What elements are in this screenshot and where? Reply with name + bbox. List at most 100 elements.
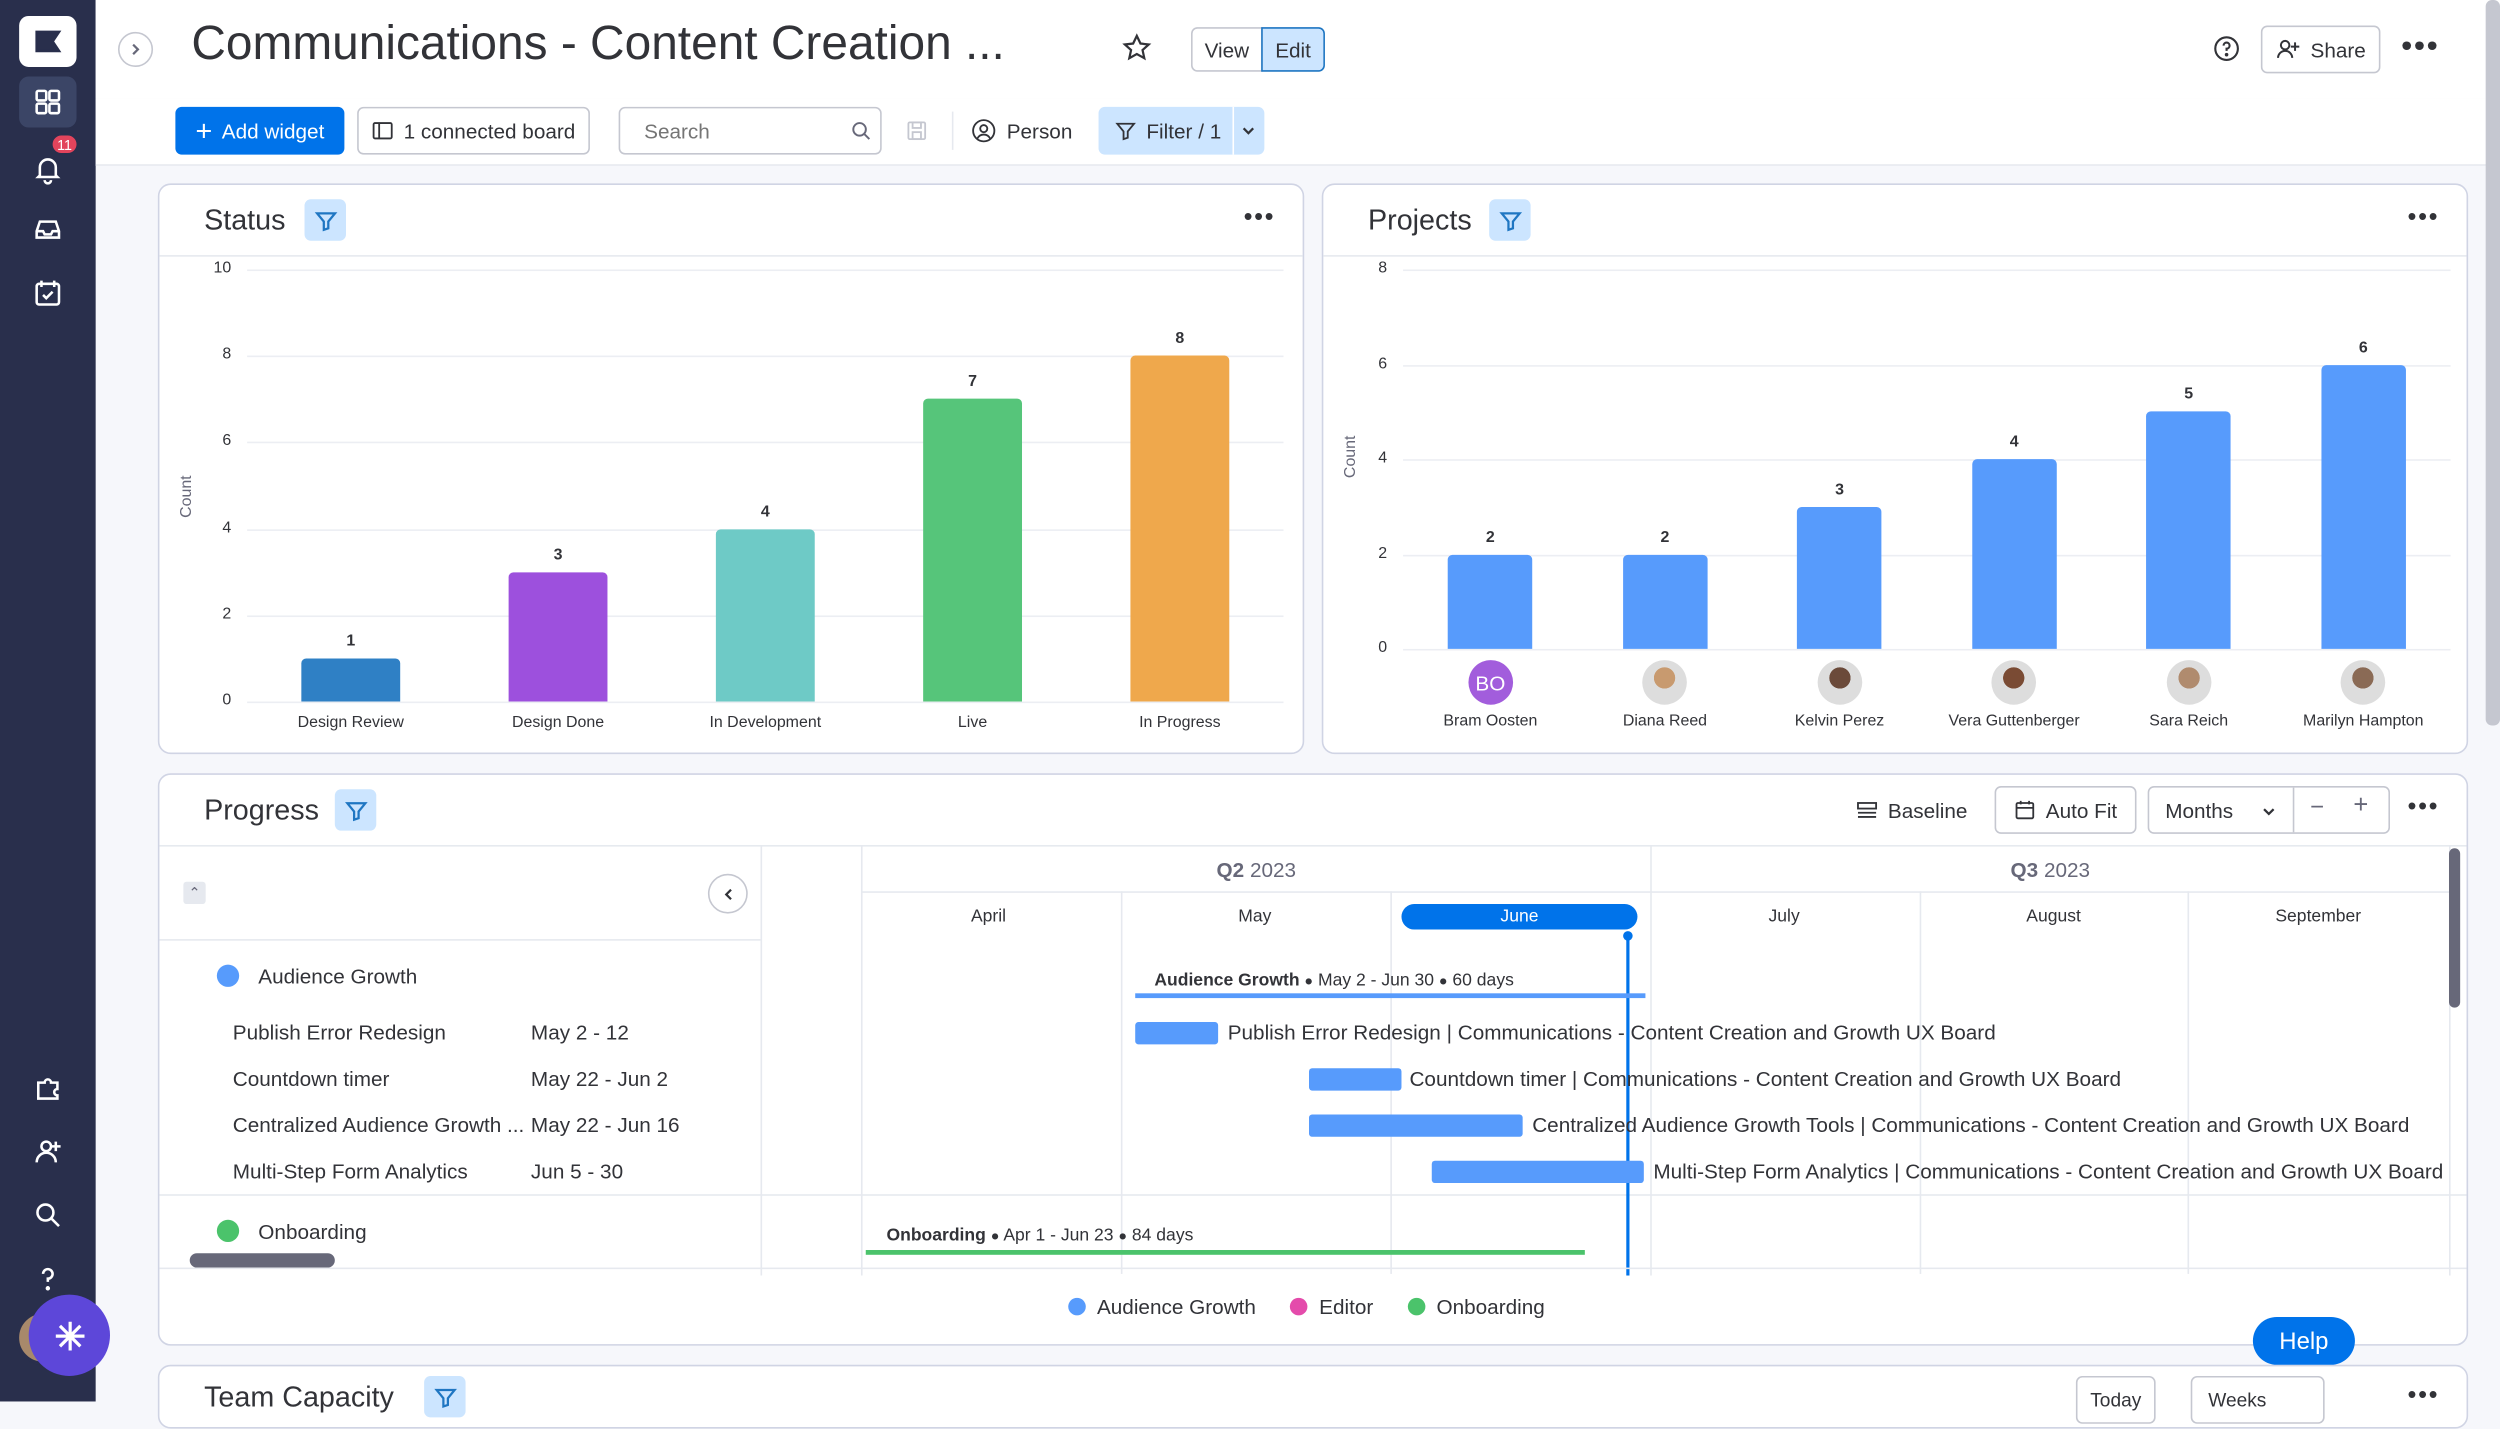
chart-bar[interactable]: [1622, 554, 1708, 649]
help-button[interactable]: Help: [2252, 1316, 2355, 1365]
person-avatar[interactable]: BO: [1468, 660, 1513, 705]
time-scale-select[interactable]: Months: [2165, 798, 2234, 823]
gantt-bar[interactable]: [1431, 1160, 1644, 1184]
chart-bar[interactable]: [923, 399, 1023, 702]
projects-filter-button[interactable]: [1489, 199, 1531, 241]
projects-bar-chart: 0 2 4 6 8 2 BO Bram Oosten 2 Diana Reed 3 Kelvin Pe…: [1323, 185, 2469, 756]
legend-color-dot: [1290, 1297, 1308, 1316]
dashboard-toolbar: + Add widget 1 connected board Person Fi…: [95, 98, 2500, 166]
vertical-scrollbar[interactable]: [2448, 848, 2461, 1008]
ai-assistant-button[interactable]: [28, 1294, 111, 1376]
dashboards-icon[interactable]: [19, 76, 77, 128]
legend-item: Editor: [1290, 1295, 1373, 1319]
legend-item: Onboarding: [1407, 1295, 1545, 1319]
group-name[interactable]: Onboarding: [258, 1219, 367, 1244]
monday-logo[interactable]: [19, 15, 77, 67]
add-widget-button[interactable]: + Add widget: [175, 106, 345, 155]
today-marker-dot: [1623, 931, 1633, 941]
bar-value-label: 7: [968, 373, 978, 392]
view-mode-button[interactable]: View: [1191, 27, 1263, 72]
auto-fit-button[interactable]: Auto Fit: [1994, 786, 2137, 834]
share-button[interactable]: Share: [2260, 25, 2381, 74]
filter-button[interactable]: Filter / 1: [1098, 106, 1265, 155]
search-box[interactable]: [618, 106, 882, 155]
zoom-in-icon[interactable]: +: [2353, 792, 2369, 820]
collapse-all-icon[interactable]: ⌃: [183, 881, 206, 905]
chart-bar[interactable]: [715, 528, 815, 702]
chart-bar[interactable]: [1971, 459, 2057, 649]
projects-widget-title[interactable]: Projects: [1367, 204, 1472, 236]
gridline: [247, 442, 1284, 444]
legend-color-dot: [1407, 1297, 1426, 1316]
chart-bar[interactable]: [1448, 554, 1533, 649]
item-name[interactable]: Multi-Step Form Analytics: [232, 1159, 468, 1184]
group-name[interactable]: Audience Growth: [258, 964, 418, 989]
page-title[interactable]: Communications - Content Creation ...: [191, 17, 1005, 71]
chevron-down-icon[interactable]: [1240, 123, 1256, 139]
my-work-icon[interactable]: [19, 268, 76, 319]
person-avatar[interactable]: [2340, 660, 2386, 705]
x-category-label: In Progress: [1139, 714, 1221, 732]
divider: [159, 939, 761, 941]
chart-bar[interactable]: [508, 571, 608, 702]
divider: [1232, 106, 1235, 155]
item-name[interactable]: Centralized Audience Growth ...: [232, 1112, 525, 1137]
bar-value-label: 3: [1835, 481, 1844, 499]
search-input[interactable]: [621, 110, 830, 152]
gantt-bar[interactable]: [1135, 1022, 1219, 1045]
month-divider: [2187, 891, 2190, 1274]
expand-sidebar-button[interactable]: [117, 31, 154, 67]
person-filter-button[interactable]: Person: [963, 107, 1081, 155]
chevron-right-icon: [132, 43, 140, 55]
person-avatar[interactable]: [1642, 660, 1688, 705]
chart-bar[interactable]: [1130, 355, 1230, 702]
person-avatar[interactable]: [2166, 660, 2212, 705]
baseline-button[interactable]: Baseline: [1850, 788, 1974, 833]
help-question-icon[interactable]: [19, 1253, 76, 1304]
inbox-icon[interactable]: [19, 204, 76, 255]
chart-bar[interactable]: [1797, 506, 1882, 649]
team-capacity-title[interactable]: Team Capacity: [204, 1380, 394, 1413]
chart-bar[interactable]: [2146, 411, 2231, 649]
search-icon[interactable]: [19, 1189, 76, 1240]
progress-more-icon[interactable]: •••: [2407, 794, 2440, 822]
group-color-dot: [216, 964, 240, 987]
projects-widget: Projects ••• Count 0 2 4 6 8 2 BO Bram Oosten 2 D…: [1321, 183, 2469, 756]
projects-more-icon[interactable]: •••: [2407, 204, 2440, 232]
status-more-icon[interactable]: •••: [1243, 204, 1276, 232]
page-scrollbar[interactable]: [2485, 0, 2500, 726]
month-label: September: [2275, 907, 2362, 927]
weeks-select[interactable]: Weeks: [2190, 1375, 2325, 1424]
chart-bar[interactable]: [301, 658, 401, 702]
chevron-down-icon[interactable]: [2261, 804, 2277, 820]
bar-value-label: 3: [553, 546, 563, 564]
gantt-bar[interactable]: [1309, 1114, 1523, 1137]
item-name[interactable]: Countdown timer: [232, 1066, 390, 1091]
person-avatar[interactable]: [1817, 660, 1862, 705]
status-widget-title[interactable]: Status: [204, 204, 286, 236]
help-circle-icon[interactable]: [2213, 35, 2240, 70]
zoom-out-icon[interactable]: −: [2310, 794, 2325, 822]
horizontal-scrollbar[interactable]: [189, 1253, 335, 1268]
person-avatar[interactable]: [1991, 660, 2037, 705]
team-capacity-filter-button[interactable]: [424, 1375, 466, 1418]
team-capacity-more-icon[interactable]: •••: [2407, 1382, 2440, 1410]
save-icon[interactable]: [906, 120, 928, 150]
puzzle-icon[interactable]: [19, 1062, 76, 1113]
connected-board-button[interactable]: 1 connected board: [357, 106, 590, 155]
more-options-icon[interactable]: •••: [2401, 28, 2440, 64]
invite-member-icon[interactable]: [19, 1126, 76, 1177]
star-icon[interactable]: [1121, 32, 1153, 72]
collapse-list-button[interactable]: [707, 873, 748, 914]
chart-bar[interactable]: [2321, 364, 2406, 649]
progress-widget-title[interactable]: Progress: [204, 794, 319, 826]
today-button[interactable]: Today: [2075, 1375, 2156, 1424]
status-filter-button[interactable]: [304, 199, 346, 241]
gantt-bar[interactable]: [1309, 1068, 1402, 1091]
bell-icon[interactable]: [19, 143, 76, 194]
edit-mode-button[interactable]: Edit: [1261, 27, 1325, 72]
divider: [1323, 255, 2467, 257]
item-dates: May 2 - 12: [530, 1020, 629, 1045]
progress-filter-button[interactable]: [334, 789, 377, 831]
item-name[interactable]: Publish Error Redesign: [232, 1020, 446, 1045]
